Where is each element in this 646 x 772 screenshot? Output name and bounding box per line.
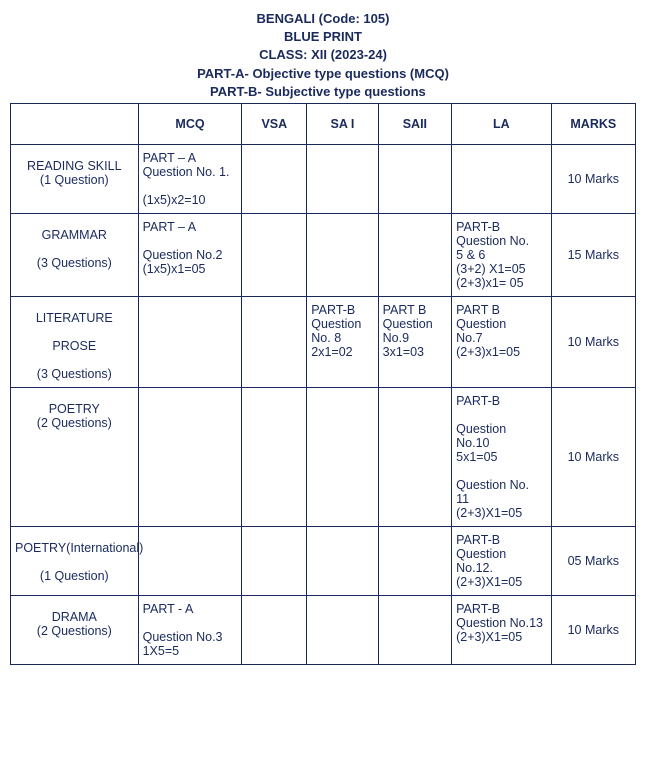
row-label: GRAMMAR (3 Questions) [11, 213, 139, 296]
blueprint-table: MCQ VSA SA I SAII LA MARKS READING SKILL… [10, 103, 636, 665]
header-block: BENGALI (Code: 105) BLUE PRINT CLASS: XI… [10, 10, 636, 101]
cell-saii [378, 595, 452, 664]
cell-mcq [138, 526, 242, 595]
row-label: READING SKILL (1 Question) [11, 144, 139, 213]
cell-marks: 10 Marks [551, 296, 635, 387]
cell-marks: 15 Marks [551, 213, 635, 296]
blueprint: BLUE PRINT [10, 28, 636, 46]
cell-sai: PART-B Question No. 8 2x1=02 [307, 296, 378, 387]
cell-vsa [242, 595, 307, 664]
cell-sai [307, 144, 378, 213]
cell-sai [307, 213, 378, 296]
cell-vsa [242, 213, 307, 296]
row-label: LITERATURE PROSE (3 Questions) [11, 296, 139, 387]
cell-la [452, 144, 551, 213]
cell-vsa [242, 296, 307, 387]
cell-marks: 10 Marks [551, 144, 635, 213]
cell-vsa [242, 387, 307, 526]
table-row: READING SKILL (1 Question)PART – A Quest… [11, 144, 636, 213]
table-row: POETRY (2 Questions) PART-B Question No.… [11, 387, 636, 526]
col-header-sai: SA I [307, 103, 378, 144]
part-a-line: PART-A- Objective type questions (MCQ) [10, 65, 636, 83]
cell-saii [378, 213, 452, 296]
cell-mcq [138, 296, 242, 387]
table-row: DRAMA (2 Questions) PART - A Question No… [11, 595, 636, 664]
table-header-row: MCQ VSA SA I SAII LA MARKS [11, 103, 636, 144]
table-row: LITERATURE PROSE (3 Questions) PART-B Que… [11, 296, 636, 387]
cell-saii [378, 526, 452, 595]
cell-saii [378, 387, 452, 526]
class-line: CLASS: XII (2023-24) [10, 46, 636, 64]
col-header-la: LA [452, 103, 551, 144]
row-label: DRAMA (2 Questions) [11, 595, 139, 664]
cell-marks: 10 Marks [551, 387, 635, 526]
col-header-marks: MARKS [551, 103, 635, 144]
col-header-blank [11, 103, 139, 144]
part-b-line: PART-B- Subjective type questions [210, 83, 636, 101]
col-header-mcq: MCQ [138, 103, 242, 144]
cell-mcq: PART – A Question No.2 (1x5)x1=05 [138, 213, 242, 296]
cell-marks: 10 Marks [551, 595, 635, 664]
row-label: POETRY (2 Questions) [11, 387, 139, 526]
cell-marks: 05 Marks [551, 526, 635, 595]
cell-saii: PART B Question No.9 3x1=03 [378, 296, 452, 387]
cell-vsa [242, 526, 307, 595]
cell-la: PART B Question No.7 (2+3)x1=05 [452, 296, 551, 387]
cell-mcq [138, 387, 242, 526]
table-row: POETRY(International) (1 Question) PART-B… [11, 526, 636, 595]
cell-sai [307, 387, 378, 526]
cell-la: PART-B Question No.13 (2+3)X1=05 [452, 595, 551, 664]
cell-vsa [242, 144, 307, 213]
cell-sai [307, 595, 378, 664]
title: BENGALI (Code: 105) [10, 10, 636, 28]
cell-la: PART-B Question No.10 5x1=05 Question No… [452, 387, 551, 526]
cell-la: PART-B Question No. 5 & 6 (3+2) X1=05 (2… [452, 213, 551, 296]
row-label: POETRY(International) (1 Question) [11, 526, 139, 595]
cell-mcq: PART – A Question No. 1. (1x5)x2=10 [138, 144, 242, 213]
col-header-vsa: VSA [242, 103, 307, 144]
cell-la: PART-B Question No.12. (2+3)X1=05 [452, 526, 551, 595]
cell-mcq: PART - A Question No.3 1X5=5 [138, 595, 242, 664]
table-row: GRAMMAR (3 Questions)PART – A Question N… [11, 213, 636, 296]
cell-sai [307, 526, 378, 595]
cell-saii [378, 144, 452, 213]
col-header-saii: SAII [378, 103, 452, 144]
